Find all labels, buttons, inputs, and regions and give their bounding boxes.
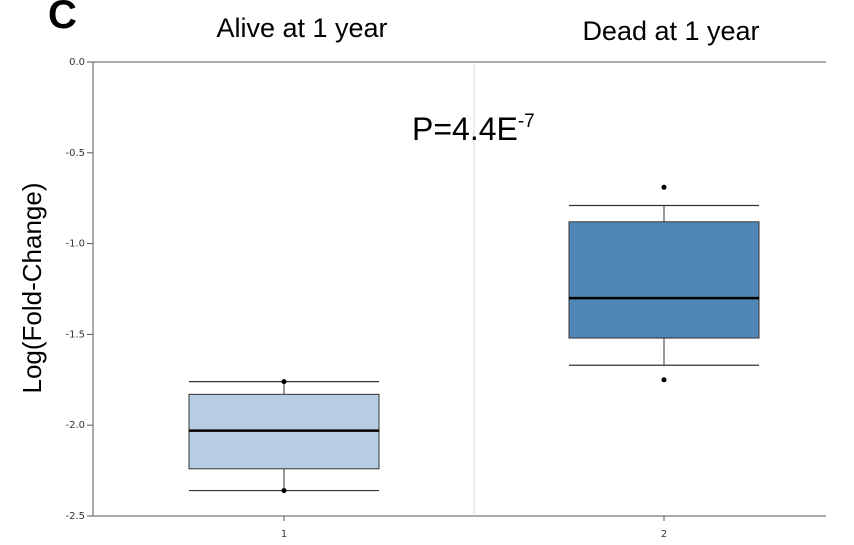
outlier-point (661, 377, 667, 383)
y-tick-label: -2.5 (65, 511, 85, 522)
box-iqr (568, 221, 760, 339)
outlier-point (281, 379, 287, 385)
x-tick-label: 2 (661, 529, 667, 540)
x-tick-label: 1 (281, 529, 287, 540)
p-value-exponent: -7 (518, 111, 535, 132)
outlier-point (661, 184, 667, 190)
group-title-alive: Alive at 1 year (216, 13, 387, 43)
plot-area: 0.0 -0.5 -1.0 -1.5 -2.0 -2.5 1 2 (65, 57, 826, 540)
y-axis-label: Log(Fold-Change) (17, 182, 47, 393)
p-value-base: P=4.4E (412, 111, 518, 147)
panel-letter: C (48, 0, 77, 37)
y-tick-label: -1.5 (65, 329, 85, 340)
p-value-annotation: P=4.4E-7 (412, 111, 535, 147)
y-tick-label: -0.5 (65, 148, 85, 159)
y-tick-label: -1.0 (65, 239, 85, 250)
group-title-dead: Dead at 1 year (582, 16, 759, 46)
y-tick-label: 0.0 (69, 57, 85, 68)
y-tick-label: -2.0 (65, 420, 85, 431)
outlier-point (281, 488, 287, 494)
